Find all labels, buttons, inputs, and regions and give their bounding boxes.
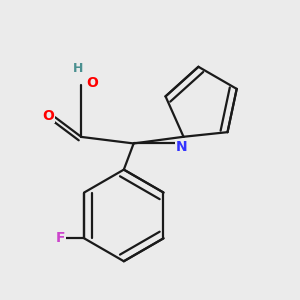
Text: O: O: [42, 109, 54, 123]
Text: H: H: [73, 62, 83, 75]
Text: N: N: [176, 140, 188, 154]
Text: O: O: [86, 76, 98, 90]
Text: F: F: [56, 231, 65, 245]
